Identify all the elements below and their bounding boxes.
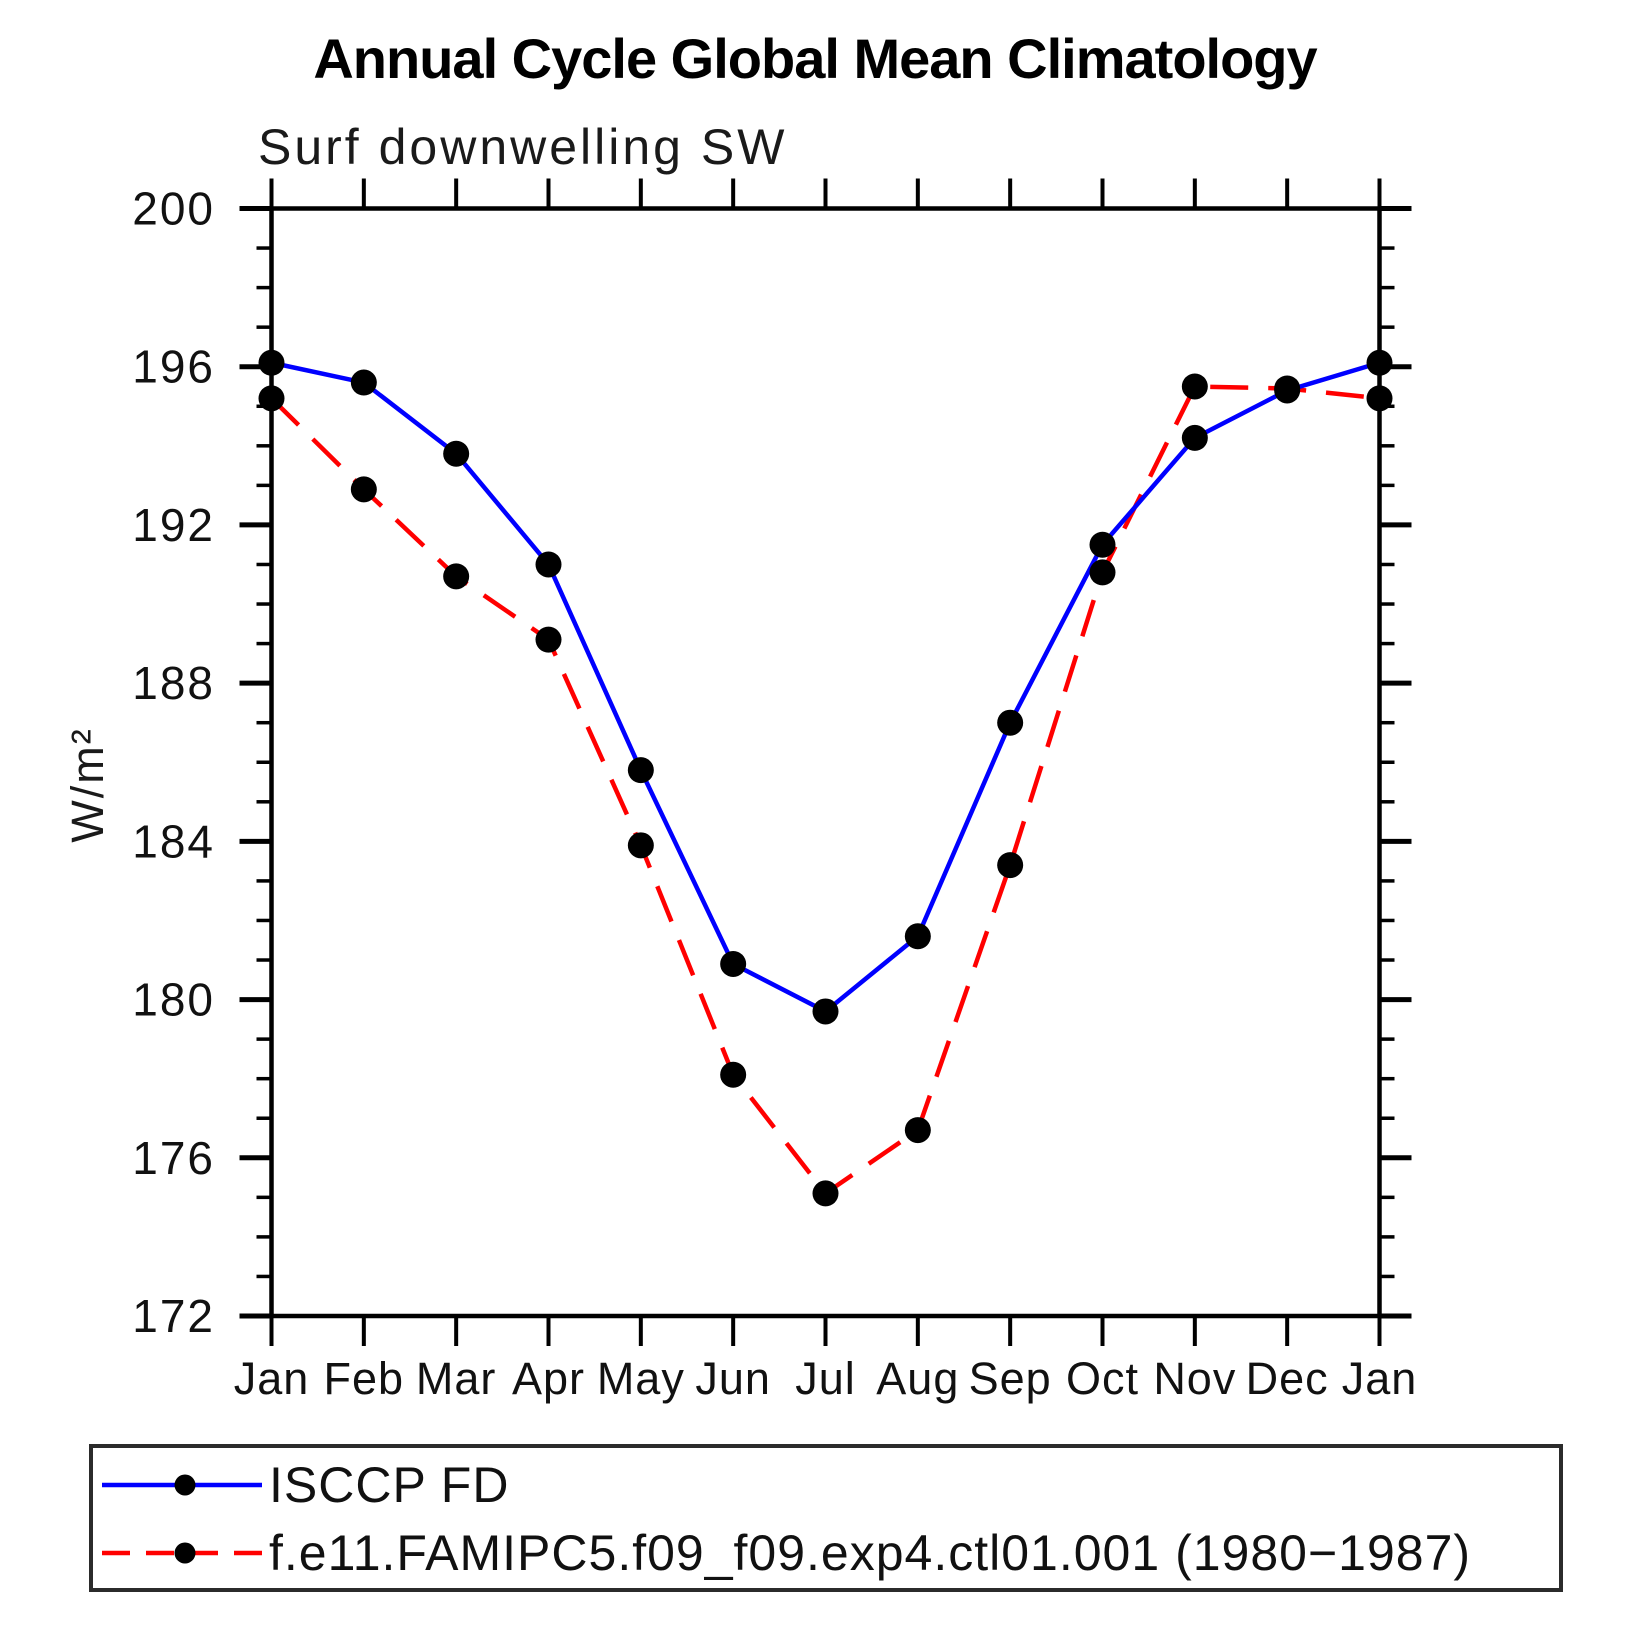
data-point-1 (1274, 375, 1301, 402)
series-line-0 (271, 360, 1381, 1015)
data-point-0 (997, 709, 1024, 736)
data-point-0 (904, 923, 931, 950)
legend-sample-solid-line (102, 1474, 262, 1496)
data-point-0 (1181, 424, 1208, 451)
legend: ISCCP FD f.e11.FAMIPC5.f09_f09.exp4.ctl0… (89, 1444, 1563, 1592)
data-point-1 (1366, 385, 1393, 412)
data-point-1 (720, 1061, 747, 1088)
x-tick-label: Jun (695, 1353, 771, 1404)
x-tick-label: Apr (512, 1353, 585, 1404)
data-point-1 (535, 626, 562, 653)
y-tick-label: 192 (132, 499, 215, 551)
data-point-1 (904, 1117, 931, 1144)
data-point-0 (1089, 531, 1116, 558)
data-point-1 (258, 385, 285, 412)
legend-marker-dot (174, 1474, 196, 1496)
x-tick-label: Jan (1342, 1353, 1418, 1404)
y-tick-label: 188 (132, 657, 215, 709)
data-point-0 (443, 440, 470, 467)
series-line-1 (269, 384, 1380, 1197)
data-point-0 (812, 998, 839, 1025)
data-point-0 (535, 551, 562, 578)
data-point-1 (350, 476, 377, 503)
data-point-1 (812, 1180, 839, 1207)
data-point-1 (1181, 373, 1208, 400)
data-point-1 (1089, 559, 1116, 586)
data-point-0 (1366, 349, 1393, 376)
legend-item-model: f.e11.FAMIPC5.f09_f09.exp4.ctl01.001 (19… (97, 1525, 1471, 1581)
legend-label-observation: ISCCP FD (269, 1457, 510, 1513)
legend-sample-dashed-line (102, 1542, 262, 1564)
y-tick-label: 196 (132, 341, 215, 393)
legend-item-observation: ISCCP FD (97, 1457, 509, 1513)
data-point-0 (627, 757, 654, 784)
legend-label-model: f.e11.FAMIPC5.f09_f09.exp4.ctl01.001 (19… (269, 1525, 1472, 1581)
x-tick-label: Nov (1153, 1353, 1236, 1404)
x-tick-label: Aug (876, 1353, 959, 1404)
x-tick-label: Jan (234, 1353, 310, 1404)
data-point-0 (350, 369, 377, 396)
chart-subtitle: Surf downwelling SW (258, 119, 788, 175)
x-tick-label: May (597, 1353, 685, 1404)
x-tick-label: Dec (1246, 1353, 1329, 1404)
y-tick-label: 200 (132, 183, 215, 235)
plot-frame (269, 206, 1382, 1319)
y-tick-label: 180 (132, 974, 215, 1026)
x-tick-label: Sep (969, 1353, 1052, 1404)
x-tick-label: Feb (324, 1353, 405, 1404)
x-tick-label: Jul (795, 1353, 856, 1404)
data-point-1 (627, 832, 654, 859)
data-point-1 (443, 563, 470, 590)
y-tick-label: 184 (132, 815, 215, 867)
data-point-0 (258, 349, 285, 376)
y-tick-label: 172 (132, 1290, 215, 1342)
y-tick-label: 176 (132, 1132, 215, 1184)
data-point-1 (997, 852, 1024, 879)
data-point-0 (720, 950, 747, 977)
legend-marker-dot (174, 1542, 196, 1564)
x-tick-label: Oct (1066, 1353, 1139, 1404)
x-tick-label: Mar (416, 1353, 497, 1404)
page-title: Annual Cycle Global Mean Climatology (313, 27, 1317, 90)
